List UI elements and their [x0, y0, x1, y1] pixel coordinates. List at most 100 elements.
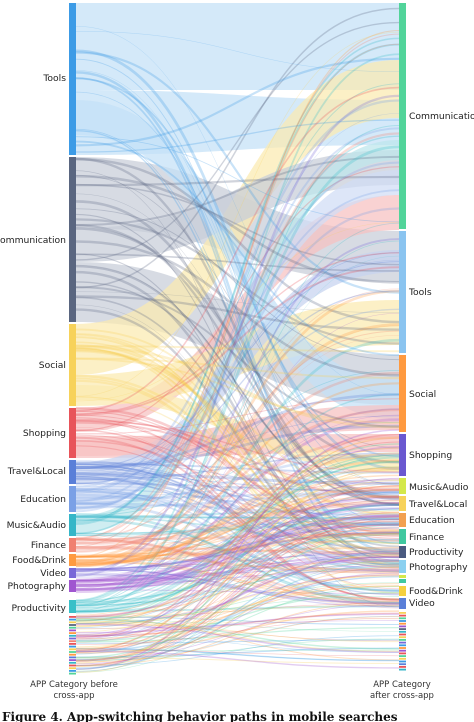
flow-line [75, 21, 400, 261]
flow-line [75, 502, 400, 516]
flow-line [75, 414, 400, 530]
flow-line [75, 53, 400, 602]
right-node-shopping [399, 434, 406, 476]
flow-line [75, 436, 400, 667]
left-node-bars [69, 3, 76, 675]
flow-line [75, 562, 400, 570]
flow-line [75, 157, 400, 506]
flow-line [75, 565, 400, 582]
flow-line [75, 145, 400, 603]
flow-line [75, 508, 400, 625]
flow-line [75, 345, 400, 353]
flow-line [75, 520, 400, 594]
flow-line [75, 559, 400, 673]
flow-line [75, 166, 400, 432]
minor-flow-links [75, 7, 400, 674]
flow-line [75, 335, 400, 552]
left-node-minor [69, 632, 76, 634]
flow-line [75, 175, 400, 449]
right-axis-title-line1: APP Category [373, 680, 431, 690]
flow-line [75, 240, 400, 377]
flow-line [75, 454, 400, 505]
flow-line [75, 459, 400, 567]
flow-line [75, 479, 400, 498]
flow-line [75, 571, 400, 588]
flow-line [75, 485, 400, 643]
flow-line [75, 616, 400, 663]
flow-line [75, 516, 400, 544]
flow-line [75, 538, 400, 602]
flow-line [75, 421, 400, 498]
right-node-food-drink [399, 586, 406, 596]
left-node-minor [69, 618, 76, 621]
flow-line [75, 532, 400, 556]
flow-line [75, 462, 400, 474]
flow-line [75, 447, 400, 581]
flow-line [75, 531, 400, 571]
flow-line [75, 51, 400, 294]
left-label-travel-local: Travel&Local [7, 466, 66, 477]
flow-line [75, 174, 400, 284]
flow-line [75, 613, 400, 634]
right-node-tools [399, 231, 406, 353]
flow-line [75, 649, 400, 657]
left-axis-title-line2: cross-app [53, 691, 94, 701]
left-node-minor [69, 624, 76, 626]
right-node-minor [399, 657, 406, 660]
flow-line [75, 485, 400, 506]
flow-line [75, 575, 400, 653]
flow-line [75, 157, 400, 324]
flow-line [75, 252, 400, 415]
flow-line [75, 523, 400, 573]
left-node-communication [69, 157, 76, 322]
flow-line [75, 507, 400, 576]
flow-line [75, 554, 400, 586]
flow-line [75, 175, 400, 187]
left-node-minor [69, 667, 76, 670]
flow-line [75, 496, 400, 574]
flow-line [75, 424, 400, 469]
flow-line [75, 43, 400, 524]
flow-line [75, 452, 400, 481]
flow-line [75, 77, 400, 564]
flow-line [75, 555, 400, 637]
flow-line [75, 573, 400, 650]
left-label-communication: Communication [0, 235, 66, 246]
left-label-photography: Photography [7, 581, 66, 592]
flow-line [75, 333, 400, 535]
flow-line [75, 596, 400, 619]
right-node-education [399, 513, 406, 527]
flow-line [75, 94, 400, 577]
right-node-minor [399, 641, 406, 644]
flow-line [75, 207, 400, 510]
flow-line [75, 347, 400, 557]
flow-line [75, 189, 400, 492]
flow-line [75, 393, 400, 604]
left-node-minor [69, 661, 76, 664]
right-label-education: Education [409, 515, 455, 526]
flow-line [75, 488, 400, 592]
right-node-minor [399, 636, 406, 639]
flow-line [75, 49, 400, 471]
flow-line [75, 533, 400, 564]
flow-line [75, 461, 400, 535]
flow-line [75, 77, 400, 458]
flow-line [75, 556, 400, 590]
flow-line [75, 466, 400, 674]
flow-line [75, 568, 400, 604]
left-node-minor [69, 656, 76, 659]
flow-line [75, 582, 400, 624]
flow-line [75, 504, 400, 584]
flow-line [75, 553, 400, 569]
flow-line [75, 533, 400, 541]
flow-line [75, 289, 400, 565]
flow-line [75, 255, 400, 605]
flow-line [75, 605, 400, 613]
right-node-finance [399, 529, 406, 544]
left-label-video: Video [40, 568, 66, 579]
flow-line [75, 507, 400, 581]
flow-line [75, 454, 400, 607]
right-label-travel-local: Travel&Local [408, 499, 467, 510]
flow-line [75, 508, 400, 672]
flow-line [75, 572, 400, 665]
